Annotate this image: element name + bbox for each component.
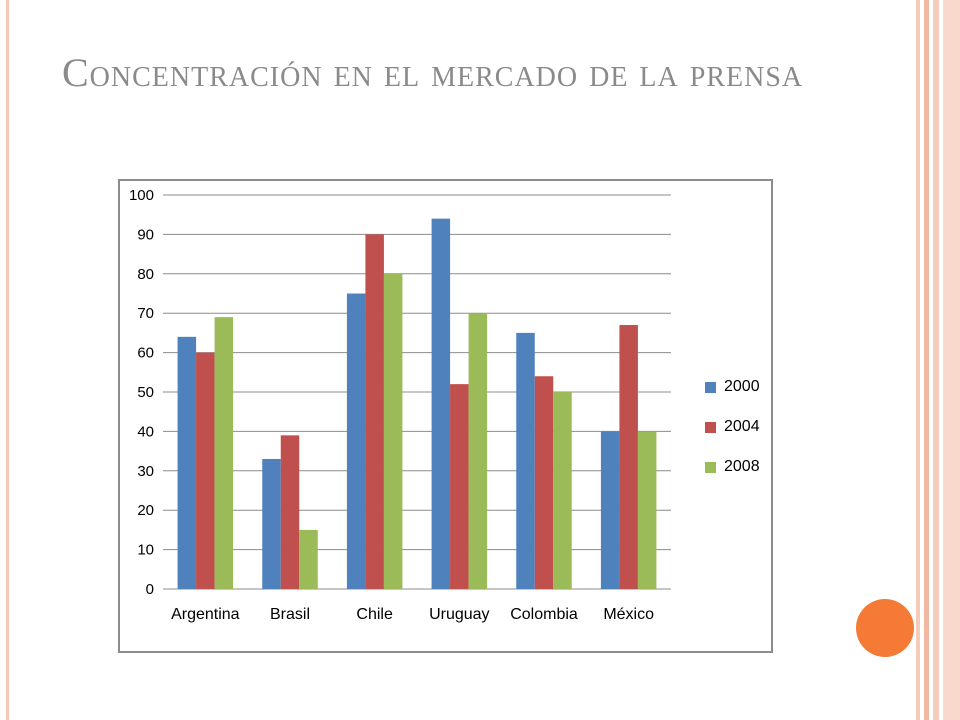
decorative-stripes	[916, 0, 960, 720]
bar-2000-colombia	[516, 332, 535, 589]
y-tick-label: 20	[137, 502, 154, 519]
bar-2004-uruguay	[450, 384, 469, 589]
x-tick-label: México	[603, 606, 654, 623]
bar-2004-chile	[365, 234, 384, 589]
bar-2000-méxico	[600, 431, 620, 589]
chart-legend: 2000 2004 2008	[705, 367, 760, 487]
legend-swatch	[705, 421, 716, 433]
slide-title: Concentración en el mercado de la prensa	[62, 50, 804, 95]
y-tick-label: 100	[129, 187, 154, 204]
bar-2008-méxico	[637, 431, 657, 589]
legend-item-2000: 2000	[705, 367, 760, 407]
legend-label: 2008	[724, 458, 760, 475]
bar-2008-colombia	[553, 392, 572, 589]
y-tick-label: 10	[137, 542, 154, 559]
legend-item-2004: 2004	[705, 407, 760, 447]
x-tick-label: Argentina	[171, 606, 240, 623]
y-tick-label: 50	[137, 384, 154, 401]
y-tick-label: 80	[137, 266, 154, 283]
legend-label: 2000	[724, 378, 760, 395]
legend-label: 2004	[724, 418, 760, 435]
bar-2004-colombia	[534, 376, 554, 589]
bar-2008-uruguay	[468, 313, 488, 589]
y-tick-label: 60	[137, 345, 154, 362]
y-tick-label: 40	[137, 423, 154, 440]
bar-2008-chile	[383, 273, 403, 589]
bar-2000-argentina	[177, 336, 197, 589]
bar-2004-argentina	[196, 352, 215, 589]
x-tick-label: Colombia	[510, 606, 578, 623]
y-tick-label: 90	[137, 226, 154, 243]
x-tick-label: Uruguay	[429, 606, 489, 623]
bar-2004-brasil	[280, 435, 300, 589]
x-tick-label: Brasil	[270, 606, 310, 623]
y-tick-label: 0	[146, 581, 154, 598]
bar-2008-argentina	[214, 317, 234, 589]
y-tick-label: 70	[137, 305, 154, 322]
x-tick-label: Chile	[356, 606, 393, 623]
legend-item-2008: 2008	[705, 447, 760, 487]
bar-2000-chile	[346, 293, 366, 589]
bar-2008-brasil	[299, 529, 318, 589]
legend-swatch	[705, 381, 716, 393]
accent-circle	[856, 599, 914, 657]
bar-2000-uruguay	[431, 218, 451, 589]
chart-canvas: 0 10 20 30 40 50 60 70 80 90 100 Argentina Brasil Chi…	[129, 187, 671, 623]
y-tick-label: 30	[137, 463, 154, 480]
legend-swatch	[705, 461, 716, 473]
left-border-line	[6, 0, 9, 720]
bar-chart: 0 10 20 30 40 50 60 70 80 90 100 Argentina Brasil Chi…	[118, 179, 773, 653]
bar-2004-méxico	[619, 325, 638, 589]
bar-2000-brasil	[262, 458, 281, 589]
